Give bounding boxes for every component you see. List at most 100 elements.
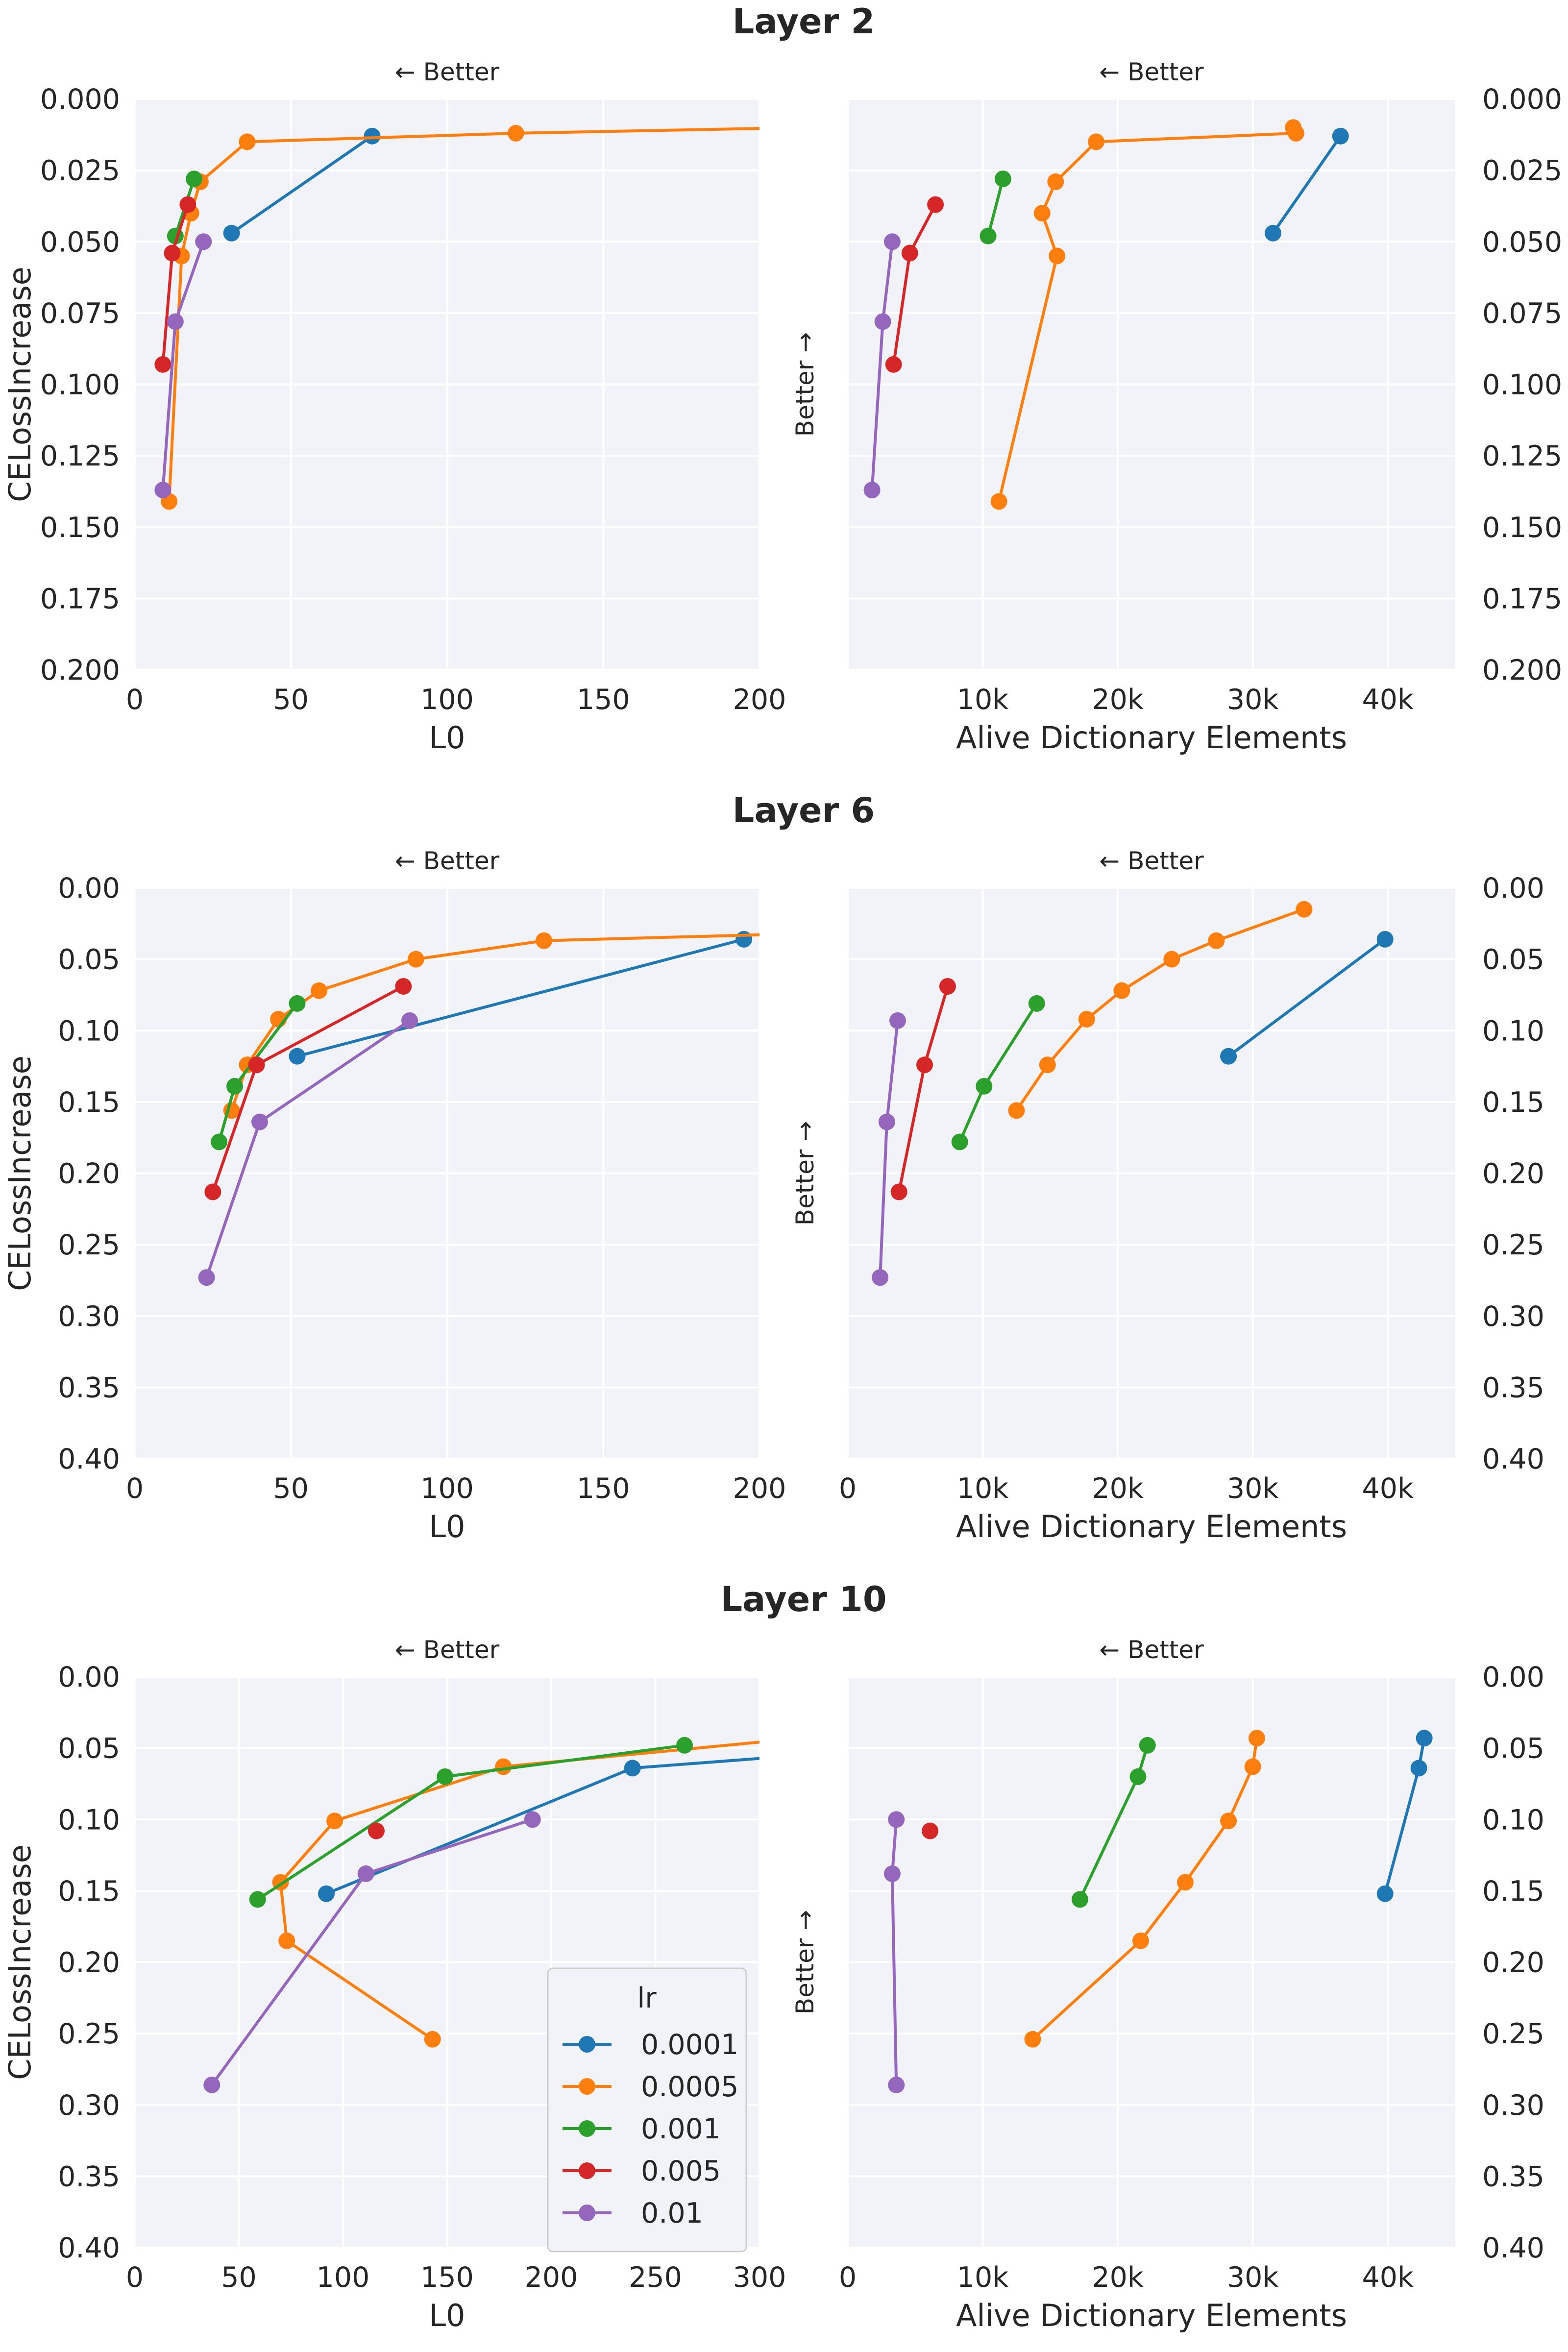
y-tick-label: 0.00 bbox=[1482, 1661, 1544, 1693]
x-tick-label: 200 bbox=[733, 684, 786, 716]
panels-layer: 0 50 100 150 2000.0000.0250.0500.0750.1000.1… bbox=[2, 58, 1562, 2333]
data-point-lr-0-01 bbox=[154, 482, 172, 499]
data-point-lr-0-0001 bbox=[1410, 1760, 1427, 1777]
x-tick-label: 10k bbox=[957, 1472, 1009, 1505]
x-tick-label: 50 bbox=[273, 1472, 309, 1505]
data-point-lr-0-0005 bbox=[1033, 205, 1051, 221]
y-tick-label: 0.35 bbox=[58, 2160, 120, 2193]
data-point-lr-0-005 bbox=[916, 1056, 933, 1074]
y-tick-label: 0.10 bbox=[1482, 1015, 1544, 1047]
x-tick-label: 250 bbox=[629, 2261, 682, 2294]
data-point-lr-0-005 bbox=[939, 978, 956, 995]
y-tick-label: 0.25 bbox=[1482, 1229, 1544, 1261]
data-point-lr-0-01 bbox=[888, 2076, 905, 2093]
legend-label-lr-0-0005: 0.0005 bbox=[641, 2071, 738, 2103]
row-title-layer-6: Layer 6 bbox=[733, 790, 875, 831]
data-point-lr-0-0005 bbox=[1208, 932, 1225, 949]
y-tick-label: 0.000 bbox=[1482, 83, 1562, 116]
legend-title: lr bbox=[637, 1982, 657, 2014]
x-axis-label: Alive Dictionary Elements bbox=[956, 1509, 1347, 1544]
series-line-lr-0-0001 bbox=[296, 937, 744, 1058]
better-x-annotation: ← Better bbox=[1099, 847, 1204, 875]
data-point-lr-0-0005 bbox=[326, 1813, 343, 1830]
data-point-lr-0-005 bbox=[368, 1822, 385, 1839]
x-tick-label: 0 bbox=[126, 2261, 144, 2294]
data-point-lr-0-0005 bbox=[278, 1932, 295, 1949]
data-point-lr-0-0001 bbox=[1332, 127, 1349, 145]
y-tick-label: 0.10 bbox=[58, 1804, 120, 1836]
data-point-lr-0-001 bbox=[249, 1891, 266, 1908]
row-title-layer-10: Layer 10 bbox=[720, 1579, 886, 1619]
data-point-lr-0-01 bbox=[872, 1269, 889, 1286]
y-tick-label: 0.05 bbox=[58, 1733, 120, 1765]
panel-layer10-alive: 0 10k 20k 30k 40k 0.00 0.05 0.10 0.15 0.20 0.25 0.3… bbox=[791, 1636, 1544, 2333]
y-tick-label: 0.00 bbox=[58, 1661, 120, 1693]
rows-layer: Layer 2 Layer 6 Layer 10 bbox=[720, 1, 886, 1619]
y-axis-label: CELossIncrease bbox=[2, 267, 38, 502]
data-point-lr-0-01 bbox=[863, 482, 881, 499]
data-point-lr-0-005 bbox=[922, 1822, 939, 1839]
y-tick-label: 0.40 bbox=[1482, 1443, 1544, 1475]
series-layer bbox=[198, 931, 760, 1286]
panel-layer2-l0: 0 50 100 150 200 0.000 0.025 0.050 0.075 0.100 0.1… bbox=[2, 58, 786, 756]
legend-marker-lr-0-0001 bbox=[579, 2036, 595, 2053]
y-tick-label: 0.25 bbox=[58, 1229, 120, 1261]
x-tick-label: 0 bbox=[839, 1472, 857, 1505]
y-tick-label: 0.30 bbox=[1482, 1300, 1544, 1333]
x-axis-label: Alive Dictionary Elements bbox=[956, 720, 1347, 756]
data-point-lr-0-0005 bbox=[1285, 119, 1302, 136]
better-x-annotation: ← Better bbox=[395, 1636, 500, 1664]
y-tick-label: 0.30 bbox=[1482, 2089, 1544, 2122]
data-point-lr-0-005 bbox=[885, 356, 902, 373]
data-point-lr-0-0005 bbox=[1176, 1874, 1194, 1891]
series-layer bbox=[872, 901, 1394, 1286]
x-tick-label: 200 bbox=[525, 2261, 578, 2294]
y-tick-label: 0.00 bbox=[1482, 872, 1544, 905]
data-point-lr-0-0005 bbox=[1039, 1056, 1056, 1074]
row-title-layer-2: Layer 2 bbox=[733, 1, 875, 42]
data-point-lr-0-005 bbox=[179, 196, 196, 213]
better-x-annotation: ← Better bbox=[1099, 1636, 1204, 1664]
y-tick-label: 0.05 bbox=[58, 944, 120, 976]
y-tick-label: 0.075 bbox=[1482, 297, 1562, 330]
data-point-lr-0-01 bbox=[888, 1811, 905, 1828]
legend-label-lr-0-001: 0.001 bbox=[641, 2113, 721, 2145]
y-tick-label: 0.125 bbox=[40, 440, 120, 472]
x-tick-label: 20k bbox=[1092, 2261, 1144, 2294]
data-point-lr-0-0005 bbox=[1088, 133, 1105, 150]
data-point-lr-0-001 bbox=[437, 1768, 454, 1785]
y-tick-label: 0.100 bbox=[1482, 369, 1562, 401]
data-point-lr-0-005 bbox=[901, 245, 918, 262]
data-point-lr-0-0001 bbox=[318, 1885, 335, 1902]
data-point-lr-0-0001 bbox=[1220, 1048, 1237, 1065]
data-point-lr-0-0001 bbox=[223, 224, 240, 242]
legend-label-lr-0-0001: 0.0001 bbox=[641, 2029, 738, 2061]
x-tick-label: 40k bbox=[1362, 1472, 1414, 1505]
better-x-annotation: ← Better bbox=[395, 847, 500, 875]
y-tick-label: 0.30 bbox=[58, 1300, 120, 1333]
x-axis-label: L0 bbox=[429, 1509, 466, 1544]
data-point-lr-0-0001 bbox=[1376, 1885, 1394, 1902]
x-axis-label: L0 bbox=[429, 2298, 466, 2333]
series-layer bbox=[203, 1737, 760, 2093]
x-tick-label: 100 bbox=[420, 684, 474, 716]
y-tick-label: 0.175 bbox=[1482, 583, 1562, 615]
y-tick-label: 0.20 bbox=[58, 1158, 120, 1190]
data-point-lr-0-005 bbox=[248, 1056, 265, 1074]
x-tick-label: 300 bbox=[733, 2261, 786, 2294]
y-tick-label: 0.20 bbox=[58, 1947, 120, 1979]
y-tick-label: 0.15 bbox=[1482, 1086, 1544, 1119]
series-line-lr-0-0001 bbox=[1272, 135, 1342, 234]
better-y-annotation: Better → bbox=[791, 1121, 819, 1225]
x-tick-label: 20k bbox=[1092, 1472, 1144, 1505]
data-point-lr-0-01 bbox=[195, 233, 212, 250]
data-point-lr-0-0005 bbox=[1024, 2031, 1041, 2048]
data-point-lr-0-01 bbox=[357, 1865, 374, 1882]
panel-layer6-l0: 0 50 100 150 200 0.00 0.05 0.10 0.15 0.20 0.25 0.30… bbox=[2, 847, 786, 1544]
y-tick-label: 0.00 bbox=[58, 872, 120, 905]
data-point-lr-0-0001 bbox=[1376, 931, 1394, 948]
y-tick-label: 0.10 bbox=[1482, 1804, 1544, 1836]
better-y-annotation: Better → bbox=[791, 1910, 819, 2014]
data-point-lr-0-0005 bbox=[495, 1758, 512, 1775]
